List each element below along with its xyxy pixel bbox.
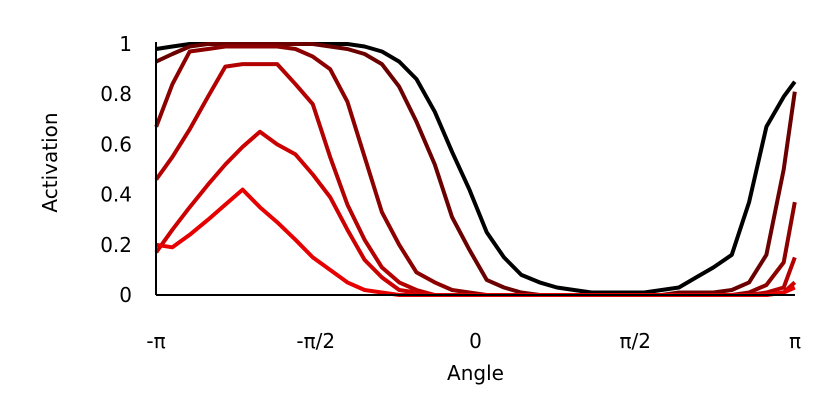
series-line-5 xyxy=(154,129,797,297)
series-line-1 xyxy=(155,42,797,295)
y-axis-title: Activation xyxy=(38,112,62,212)
y-tick-label: 0.8 xyxy=(100,82,132,106)
x-axis-title: Angle xyxy=(447,361,504,385)
series-layer xyxy=(154,42,797,297)
x-tick-label: -π xyxy=(146,329,165,353)
y-tick-label: 0 xyxy=(119,283,132,307)
x-tick-label: 0 xyxy=(469,329,482,353)
x-tick-label: π xyxy=(789,329,801,353)
axes-layer xyxy=(155,42,795,296)
y-tick-label: 0.6 xyxy=(100,132,132,156)
y-tick-label: 1 xyxy=(119,32,132,56)
x-tick-labels: -π -π/2 0 π/2 π xyxy=(146,329,801,353)
x-tick-label: -π/2 xyxy=(296,329,335,353)
series-line-2 xyxy=(155,42,797,297)
y-tick-label: 0.4 xyxy=(100,183,132,207)
y-tick-labels: 0 0.2 0.4 0.6 0.8 1 xyxy=(100,32,132,307)
y-tick-label: 0.2 xyxy=(100,233,132,257)
x-tick-label: π/2 xyxy=(619,329,651,353)
